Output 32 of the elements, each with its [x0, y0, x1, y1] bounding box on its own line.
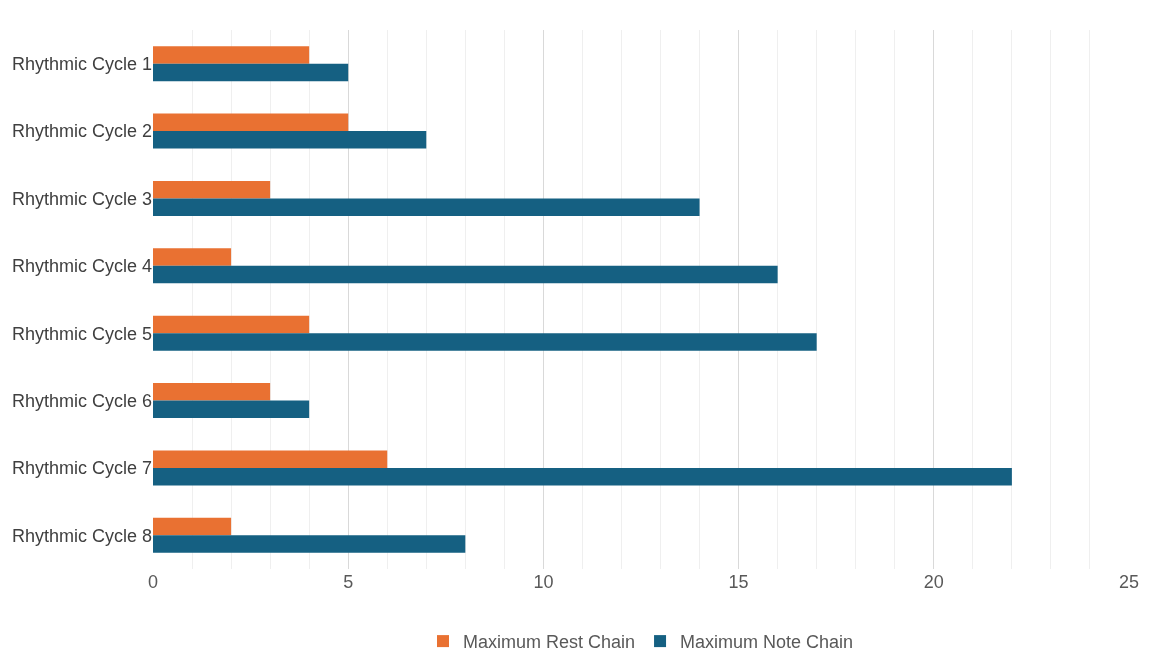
- x-tick-label: 10: [533, 572, 554, 592]
- bar: [153, 198, 700, 216]
- legend-label: Maximum Rest Chain: [463, 632, 636, 653]
- x-tick-label: 15: [728, 572, 749, 592]
- y-tick-label: Rhythmic Cycle 7: [11, 458, 152, 479]
- bar: [153, 248, 232, 266]
- y-tick-label: Rhythmic Cycle 5: [11, 323, 152, 344]
- x-tick-label: 20: [923, 572, 944, 592]
- bar: [153, 315, 310, 334]
- y-tick-label: Rhythmic Cycle 1: [11, 53, 152, 74]
- y-tick-label: Rhythmic Cycle 3: [11, 188, 152, 209]
- bar: [153, 180, 271, 199]
- bar: [153, 517, 232, 536]
- bar: [153, 333, 817, 351]
- legend-label: Maximum Note Chain: [680, 632, 854, 653]
- y-tick-label: Rhythmic Cycle 4: [11, 256, 152, 277]
- bar: [153, 535, 466, 553]
- bar: [153, 131, 427, 149]
- y-tick-label: Rhythmic Cycle 8: [11, 525, 152, 546]
- y-tick-label: Rhythmic Cycle 2: [11, 121, 152, 142]
- y-tick-label: Rhythmic Cycle 6: [11, 390, 152, 411]
- x-tick-label: 25: [1118, 572, 1140, 592]
- bar: [153, 265, 778, 284]
- bar: [153, 467, 1012, 486]
- x-tick-label: 5: [343, 572, 354, 592]
- x-tick-label: 0: [147, 572, 159, 592]
- bar: [153, 63, 349, 82]
- bar: [153, 400, 310, 419]
- bar: [153, 113, 349, 132]
- bar: [153, 46, 310, 64]
- bar: [153, 383, 271, 401]
- bar: [153, 450, 388, 468]
